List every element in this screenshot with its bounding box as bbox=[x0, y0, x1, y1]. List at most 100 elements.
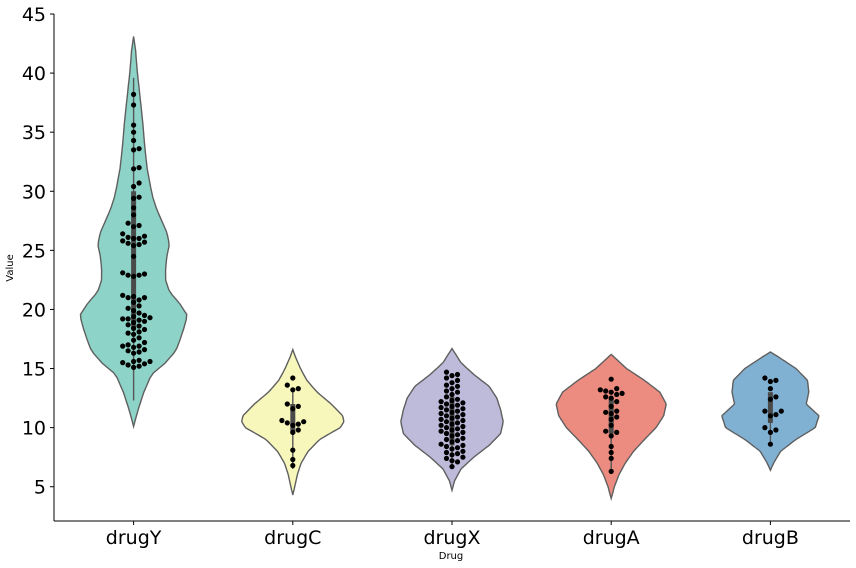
point-drugY-54 bbox=[120, 238, 126, 244]
point-drugC-15 bbox=[284, 382, 290, 388]
point-drugC-9 bbox=[279, 417, 285, 424]
point-drugB-3 bbox=[762, 425, 768, 431]
point-drugY-24 bbox=[136, 323, 142, 329]
point-drugX-9 bbox=[449, 446, 455, 452]
point-drugX-55 bbox=[454, 383, 461, 389]
point-drugY-2 bbox=[125, 362, 131, 368]
point-drugC-5 bbox=[290, 422, 296, 428]
y-tick-label-15: 15 bbox=[22, 359, 46, 381]
point-drugY-20 bbox=[125, 330, 131, 336]
point-drugX-53 bbox=[443, 388, 450, 394]
point-drugA-3 bbox=[608, 443, 614, 450]
point-drugC-0 bbox=[290, 462, 296, 469]
point-drugX-59 bbox=[443, 375, 450, 381]
point-drugB-9 bbox=[773, 394, 779, 400]
y-tick-label-30: 30 bbox=[22, 181, 46, 203]
point-drugY-8 bbox=[131, 350, 137, 356]
point-drugB-10 bbox=[767, 386, 774, 392]
point-drugX-56 bbox=[443, 382, 450, 388]
point-drugY-65 bbox=[131, 195, 137, 201]
point-drugA-12 bbox=[614, 408, 620, 414]
point-drugB-13 bbox=[762, 375, 768, 381]
point-drugY-13 bbox=[136, 343, 142, 349]
point-drugY-10 bbox=[125, 348, 131, 354]
point-drugX-39 bbox=[454, 408, 461, 414]
point-drugA-17 bbox=[614, 391, 620, 398]
point-drugY-44 bbox=[131, 273, 137, 279]
x-tick-label-drugA: drugA bbox=[583, 527, 640, 549]
point-drugX-40 bbox=[443, 407, 450, 413]
point-drugY-27 bbox=[141, 318, 148, 324]
point-drugY-63 bbox=[131, 212, 137, 218]
point-drugC-1 bbox=[290, 456, 296, 463]
point-drugA-14 bbox=[614, 399, 620, 405]
point-drugX-7 bbox=[443, 449, 450, 456]
box-drugC bbox=[290, 404, 296, 434]
point-drugX-49 bbox=[454, 396, 461, 402]
point-drugY-60 bbox=[131, 224, 137, 230]
x-tick-label-drugY: drugY bbox=[106, 527, 162, 549]
point-drugY-42 bbox=[131, 293, 137, 300]
point-drugC-6 bbox=[295, 421, 301, 427]
point-drugX-36 bbox=[460, 412, 466, 418]
point-drugA-16 bbox=[603, 394, 609, 400]
point-drugA-21 bbox=[597, 387, 603, 393]
point-drugY-56 bbox=[136, 235, 142, 242]
point-drugX-32 bbox=[438, 416, 444, 422]
point-drugC-3 bbox=[290, 429, 296, 435]
point-drugY-55 bbox=[131, 235, 137, 242]
point-drugB-8 bbox=[767, 396, 774, 402]
point-drugC-2 bbox=[290, 447, 296, 453]
point-drugY-15 bbox=[125, 342, 131, 348]
point-drugY-50 bbox=[131, 243, 137, 249]
point-drugY-16 bbox=[141, 339, 148, 346]
point-drugY-62 bbox=[125, 220, 131, 226]
y-axis-title: Value bbox=[5, 254, 16, 281]
point-drugC-13 bbox=[290, 387, 296, 393]
point-drugX-52 bbox=[454, 389, 461, 395]
x-tick-label-drugB: drugB bbox=[742, 527, 799, 549]
point-drugY-19 bbox=[131, 331, 137, 337]
point-drugX-41 bbox=[460, 406, 466, 412]
point-drugA-8 bbox=[608, 416, 614, 422]
point-drugB-12 bbox=[773, 377, 779, 383]
box-drugX bbox=[449, 396, 455, 446]
point-drugY-22 bbox=[141, 326, 148, 333]
point-drugX-29 bbox=[454, 420, 461, 426]
box-drugY bbox=[131, 191, 137, 329]
point-drugY-36 bbox=[125, 305, 131, 311]
point-drugX-43 bbox=[449, 403, 455, 409]
point-drugY-71 bbox=[131, 147, 137, 153]
point-drugY-38 bbox=[131, 299, 137, 305]
point-drugC-14 bbox=[295, 386, 301, 392]
point-drugY-76 bbox=[131, 102, 137, 108]
y-tick-label-10: 10 bbox=[22, 418, 46, 440]
point-drugA-18 bbox=[619, 390, 625, 396]
point-drugY-9 bbox=[136, 349, 142, 355]
point-drugY-26 bbox=[131, 319, 137, 326]
point-drugX-16 bbox=[443, 436, 450, 443]
axes-layer: 5 10 15 20 25 30 35 40 45 drugY drugC drugX drugA dru… bbox=[22, 4, 850, 549]
point-drugX-18 bbox=[449, 433, 455, 439]
point-drugC-16 bbox=[290, 375, 296, 381]
point-drugX-4 bbox=[460, 454, 466, 460]
point-drugX-31 bbox=[460, 417, 466, 424]
point-drugB-0 bbox=[767, 441, 774, 447]
point-drugX-3 bbox=[443, 455, 450, 461]
point-drugA-19 bbox=[608, 389, 614, 395]
point-drugY-12 bbox=[131, 344, 137, 350]
point-drugA-5 bbox=[614, 429, 620, 435]
point-drugY-33 bbox=[141, 312, 148, 318]
swarm-points-layer bbox=[120, 91, 784, 474]
point-drugY-7 bbox=[136, 357, 142, 363]
point-drugA-7 bbox=[608, 422, 614, 428]
point-drugX-54 bbox=[449, 386, 455, 392]
point-drugY-59 bbox=[120, 231, 126, 237]
x-tick-label-drugC: drugC bbox=[264, 527, 321, 549]
point-drugX-46 bbox=[460, 400, 466, 406]
point-drugB-7 bbox=[778, 408, 784, 414]
point-drugY-4 bbox=[120, 360, 126, 366]
point-drugY-18 bbox=[136, 335, 142, 341]
point-drugB-4 bbox=[767, 413, 774, 419]
